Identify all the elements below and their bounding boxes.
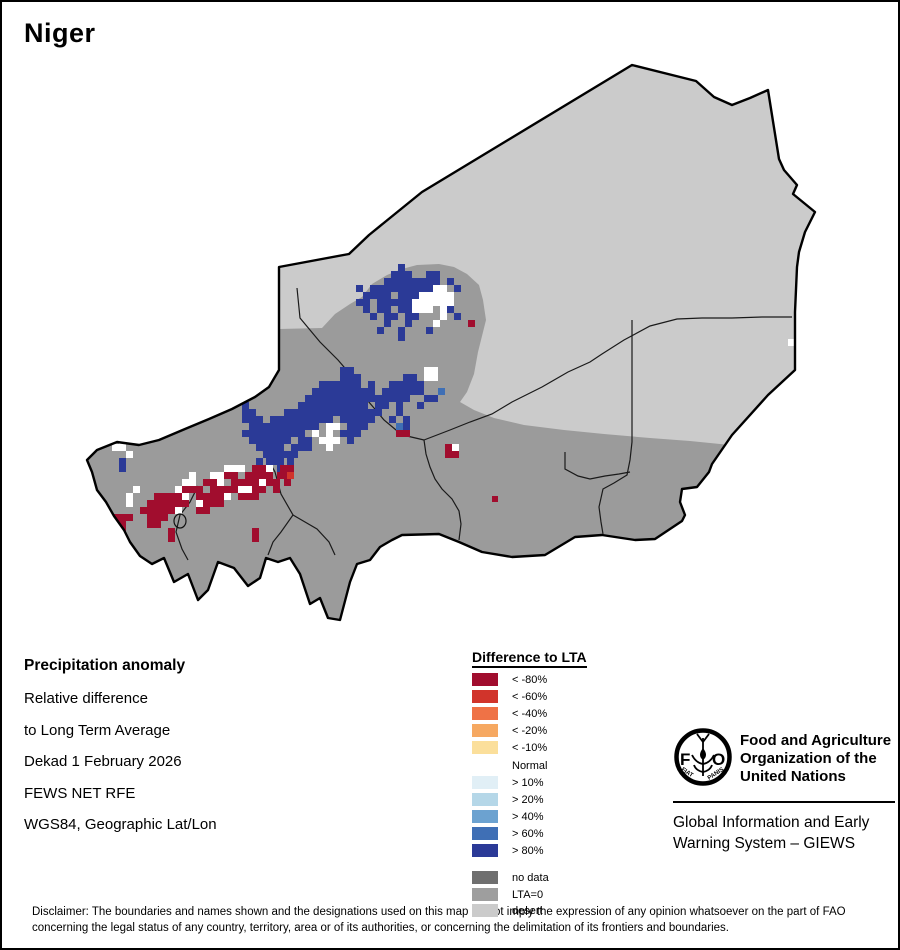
legend-swatch	[472, 904, 498, 917]
region-boundary-1	[423, 316, 792, 441]
niamey-boundary-circle	[173, 513, 187, 529]
legend-swatch	[472, 741, 498, 755]
legend-title: Difference to LTA	[472, 649, 587, 668]
legend-swatch	[472, 758, 498, 772]
region-boundary-4	[423, 439, 462, 541]
legend-swatch	[472, 775, 498, 789]
disclaimer: Disclaimer: The boundaries and names sho…	[32, 905, 880, 936]
lake-chad-patch	[686, 487, 704, 518]
legend-label: Normal	[512, 759, 548, 772]
giews-line-2: Warning System – GIEWS	[673, 835, 856, 852]
legend-label: < -60%	[512, 691, 548, 704]
wheat-ear-icon	[691, 733, 715, 776]
fao-org-name: Food and Agriculture Organization of the…	[740, 732, 891, 786]
legend-label: no data	[512, 872, 549, 884]
fao-org-line-2: Organization of the	[740, 750, 877, 767]
info-line-method: Relative difference	[24, 690, 148, 707]
region-boundary-3	[564, 452, 631, 480]
legend-swatch	[472, 673, 498, 686]
giews-line-1: Global Information and Early	[673, 814, 870, 831]
upper-arm-cluster	[356, 264, 475, 341]
info-line-projection: WGS84, Geographic Lat/Lon	[24, 816, 217, 833]
fao-org-line-1: Food and Agriculture	[740, 732, 892, 749]
legend-label: < -10%	[512, 742, 548, 755]
fao-org-line-3: United Nations	[740, 768, 846, 785]
legend-swatch	[472, 871, 498, 884]
legend-label: > 20%	[512, 793, 544, 806]
region-boundary-7	[175, 485, 199, 561]
legend-label: > 60%	[512, 827, 544, 840]
legend-label: > 10%	[512, 776, 544, 789]
legend-swatch	[472, 792, 498, 806]
region-boundary-2	[598, 320, 633, 535]
legend-label: desert	[512, 905, 543, 917]
fao-letter-f: F	[680, 750, 690, 769]
info-heading: Precipitation anomaly	[24, 657, 186, 674]
legend-label: > 40%	[512, 810, 544, 823]
legend-swatch	[472, 707, 498, 721]
legend-swatch	[472, 724, 498, 738]
legend-label: > 80%	[512, 845, 544, 857]
anomaly-cell	[690, 494, 696, 500]
legend-label: < -20%	[512, 725, 548, 738]
giews-name: Global Information and Early Warning Sys…	[673, 812, 869, 854]
legend-swatch	[472, 826, 498, 840]
anomaly-cell	[691, 510, 697, 516]
legend-swatch	[472, 887, 498, 901]
legend-label: < -80%	[512, 674, 548, 686]
anomaly-cell	[696, 501, 702, 507]
info-line-dekad: Dekad 1 February 2026	[24, 753, 182, 770]
fao-logo: F O FIAT PANIS	[674, 728, 732, 786]
footer-divider	[673, 801, 895, 803]
legend-label: < -40%	[512, 708, 548, 721]
region-boundary-6	[292, 514, 336, 556]
page-title: Niger	[24, 18, 96, 48]
anomaly-cell	[492, 496, 498, 502]
anomaly-cell	[788, 339, 794, 346]
disclaimer-line-2: concerning the legal status of any count…	[32, 921, 729, 934]
fao-letter-o: O	[712, 750, 725, 769]
central-cluster	[242, 367, 459, 486]
legend: Difference to LTA < -80% < -60% < -40% < -2…	[472, 647, 692, 932]
legend-label: LTA=0	[512, 888, 544, 901]
info-line-baseline: to Long Term Average	[24, 721, 171, 739]
legend-swatch	[472, 844, 498, 857]
legend-swatch	[472, 690, 498, 704]
country-border	[85, 63, 817, 622]
info-line-source: FEWS NET RFE	[24, 784, 136, 802]
disclaimer-line-1: Disclaimer: The boundaries and names sho…	[32, 906, 846, 918]
legend-swatch	[472, 809, 498, 823]
map-info-block: Precipitation anomaly Relative differenc…	[24, 657, 217, 848]
